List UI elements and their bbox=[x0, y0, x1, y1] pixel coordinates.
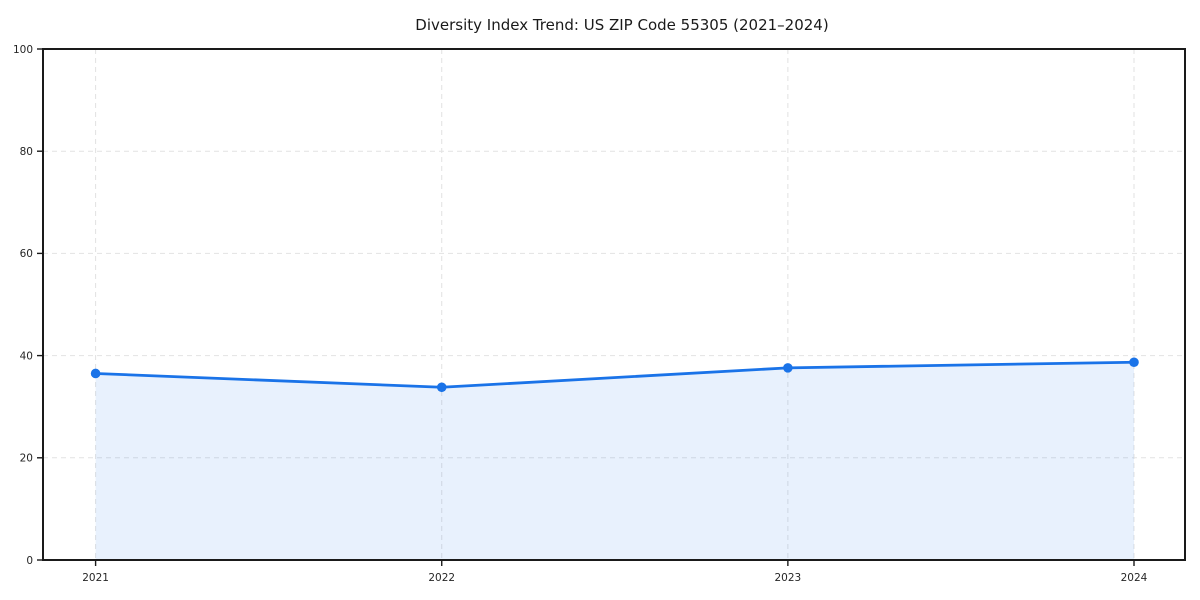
trend-line bbox=[94, 360, 1136, 389]
x-axis-tick-label: 2023 bbox=[774, 572, 801, 584]
axes-layer: 0 20 40 60 80 100 2021 2022 2023 2024 bbox=[13, 44, 1186, 584]
y-axis-tick-label: 40 bbox=[20, 350, 33, 362]
y-axis-tick-label: 60 bbox=[20, 248, 33, 260]
axis-spines bbox=[42, 48, 1186, 561]
y-axis-tick-label: 20 bbox=[20, 453, 33, 465]
x-axis-tick-label: 2021 bbox=[82, 572, 109, 584]
x-axis-tick-label: 2024 bbox=[1121, 572, 1148, 584]
y-axis-tick-label: 0 bbox=[26, 555, 33, 567]
y-axis-tick-label: 100 bbox=[13, 44, 33, 56]
data-point-marker bbox=[436, 382, 447, 393]
data-point-marker bbox=[1129, 357, 1139, 368]
x-axis-tick-label: 2022 bbox=[428, 572, 455, 584]
area-fill bbox=[95, 362, 1135, 560]
data-point-marker bbox=[783, 363, 793, 373]
chart-title: Diversity Index Trend: US ZIP Code 55305… bbox=[415, 16, 828, 34]
series-layer bbox=[90, 357, 1139, 560]
data-point-marker bbox=[90, 368, 101, 379]
y-axis-tick-label: 80 bbox=[20, 146, 33, 158]
